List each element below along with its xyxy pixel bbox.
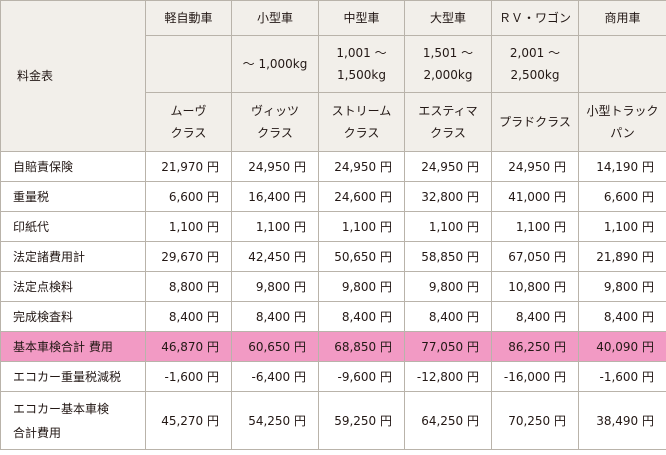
model-header-commercial: 小型トラック パン (578, 92, 666, 152)
weight-header-small: 〜 1,000kg (231, 35, 319, 93)
row-value: 24,950 円 (318, 151, 405, 182)
row-label: 自賠責保険 (0, 151, 146, 182)
row-value: 16,400 円 (231, 181, 319, 212)
row-value: 6,600 円 (145, 181, 232, 212)
row-value: 41,000 円 (491, 181, 579, 212)
row-value: 8,400 円 (578, 301, 666, 332)
row-value: 8,400 円 (318, 301, 405, 332)
row-value: 24,950 円 (404, 151, 492, 182)
class-header-large: 大型車 (404, 0, 492, 36)
row-value: 1,100 円 (491, 211, 579, 242)
row-value: -16,000 円 (491, 361, 579, 392)
row-value: 10,800 円 (491, 271, 579, 302)
row-value: 8,400 円 (145, 301, 232, 332)
row-value: 50,650 円 (318, 241, 405, 272)
row-value: -6,400 円 (231, 361, 319, 392)
row-value: 32,800 円 (404, 181, 492, 212)
row-value: 14,190 円 (578, 151, 666, 182)
corner-label: 料金表 (17, 69, 54, 83)
weight-header-commercial (578, 35, 666, 93)
row-value: 24,950 円 (491, 151, 579, 182)
model-header-rv: プラドクラス (491, 92, 579, 152)
row-value: -12,800 円 (404, 361, 492, 392)
row-label: 基本車検合計 費用 (0, 331, 146, 362)
row-value: 67,050 円 (491, 241, 579, 272)
row-value: 8,400 円 (491, 301, 579, 332)
weight-header-rv: 2,001 〜 2,500kg (491, 35, 579, 93)
total-row-highlighted: 基本車検合計 費用 46,870 円 60,650 円 68,850 円 77,… (0, 331, 666, 362)
header-row-class: 料金表 軽自動車 小型車 中型車 大型車 ＲＶ・ワゴン 商用車 (0, 0, 666, 152)
row-value: 9,800 円 (578, 271, 666, 302)
class-header-small: 小型車 (231, 0, 319, 36)
row-value: 1,100 円 (231, 211, 319, 242)
header-row-weight: 〜 1,000kg 1,001 〜 1,500kg 1,501 〜 2,000k… (1, 35, 666, 93)
row-label: 重量税 (0, 181, 146, 212)
table-row: 自賠責保険 21,970 円 24,950 円 24,950 円 24,950 … (0, 151, 666, 182)
header-row-model: ムーヴ クラス ヴィッツ クラス ストリーム クラス エスティマ クラス プラド… (1, 92, 666, 152)
class-header-medium: 中型車 (318, 0, 405, 36)
model-header-large: エスティマ クラス (404, 92, 492, 152)
row-value: 58,850 円 (404, 241, 492, 272)
row-value: 9,800 円 (231, 271, 319, 302)
model-header-small: ヴィッツ クラス (231, 92, 319, 152)
row-value: 29,670 円 (145, 241, 232, 272)
row-label: 印紙代 (0, 211, 146, 242)
row-value: 8,400 円 (231, 301, 319, 332)
row-label: 法定諸費用計 (0, 241, 146, 272)
row-value: 86,250 円 (491, 331, 579, 362)
row-value: 38,490 円 (578, 391, 666, 450)
row-label: エコカー重量税減税 (0, 361, 146, 392)
corner-cell: 料金表 (0, 0, 146, 152)
row-value: 24,950 円 (231, 151, 319, 182)
row-value: 46,870 円 (145, 331, 232, 362)
table-row: 法定点検料 8,800 円 9,800 円 9,800 円 9,800 円 10… (0, 271, 666, 302)
row-value: 64,250 円 (404, 391, 492, 450)
row-value: 77,050 円 (404, 331, 492, 362)
table-row: 重量税 6,600 円 16,400 円 24,600 円 32,800 円 4… (0, 181, 666, 212)
table-row: 印紙代 1,100 円 1,100 円 1,100 円 1,100 円 1,10… (0, 211, 666, 242)
table-row: エコカー重量税減税 -1,600 円 -6,400 円 -9,600 円 -12… (0, 361, 666, 392)
row-value: 6,600 円 (578, 181, 666, 212)
class-header-kei: 軽自動車 (145, 0, 232, 36)
row-value: 59,250 円 (318, 391, 405, 450)
row-label: 法定点検料 (0, 271, 146, 302)
weight-header-large: 1,501 〜 2,000kg (404, 35, 492, 93)
row-value: 42,450 円 (231, 241, 319, 272)
row-value: 21,890 円 (578, 241, 666, 272)
row-value: 1,100 円 (404, 211, 492, 242)
table-row: 法定諸費用計 29,670 円 42,450 円 50,650 円 58,850… (0, 241, 666, 272)
row-value: 21,970 円 (145, 151, 232, 182)
row-label: 完成検査料 (0, 301, 146, 332)
row-value: 24,600 円 (318, 181, 405, 212)
table-row: エコカー基本車検 合計費用 45,270 円 54,250 円 59,250 円… (0, 391, 666, 450)
table-row: 完成検査料 8,400 円 8,400 円 8,400 円 8,400 円 8,… (0, 301, 666, 332)
row-value: 8,400 円 (404, 301, 492, 332)
row-value: 70,250 円 (491, 391, 579, 450)
model-header-medium: ストリーム クラス (318, 92, 405, 152)
row-value: 54,250 円 (231, 391, 319, 450)
row-value: 40,090 円 (578, 331, 666, 362)
row-value: 60,650 円 (231, 331, 319, 362)
row-value: 9,800 円 (404, 271, 492, 302)
class-header-rv: ＲＶ・ワゴン (491, 0, 579, 36)
row-value: 9,800 円 (318, 271, 405, 302)
weight-header-kei (145, 35, 232, 93)
weight-header-medium: 1,001 〜 1,500kg (318, 35, 405, 93)
row-value: 8,800 円 (145, 271, 232, 302)
row-value: 1,100 円 (145, 211, 232, 242)
row-value: 1,100 円 (578, 211, 666, 242)
row-value: -1,600 円 (145, 361, 232, 392)
row-value: 68,850 円 (318, 331, 405, 362)
row-value: -9,600 円 (318, 361, 405, 392)
row-value: 45,270 円 (145, 391, 232, 450)
row-label: エコカー基本車検 合計費用 (0, 391, 146, 450)
row-value: 1,100 円 (318, 211, 405, 242)
row-value: -1,600 円 (578, 361, 666, 392)
model-header-kei: ムーヴ クラス (145, 92, 232, 152)
class-header-commercial: 商用車 (578, 0, 666, 36)
